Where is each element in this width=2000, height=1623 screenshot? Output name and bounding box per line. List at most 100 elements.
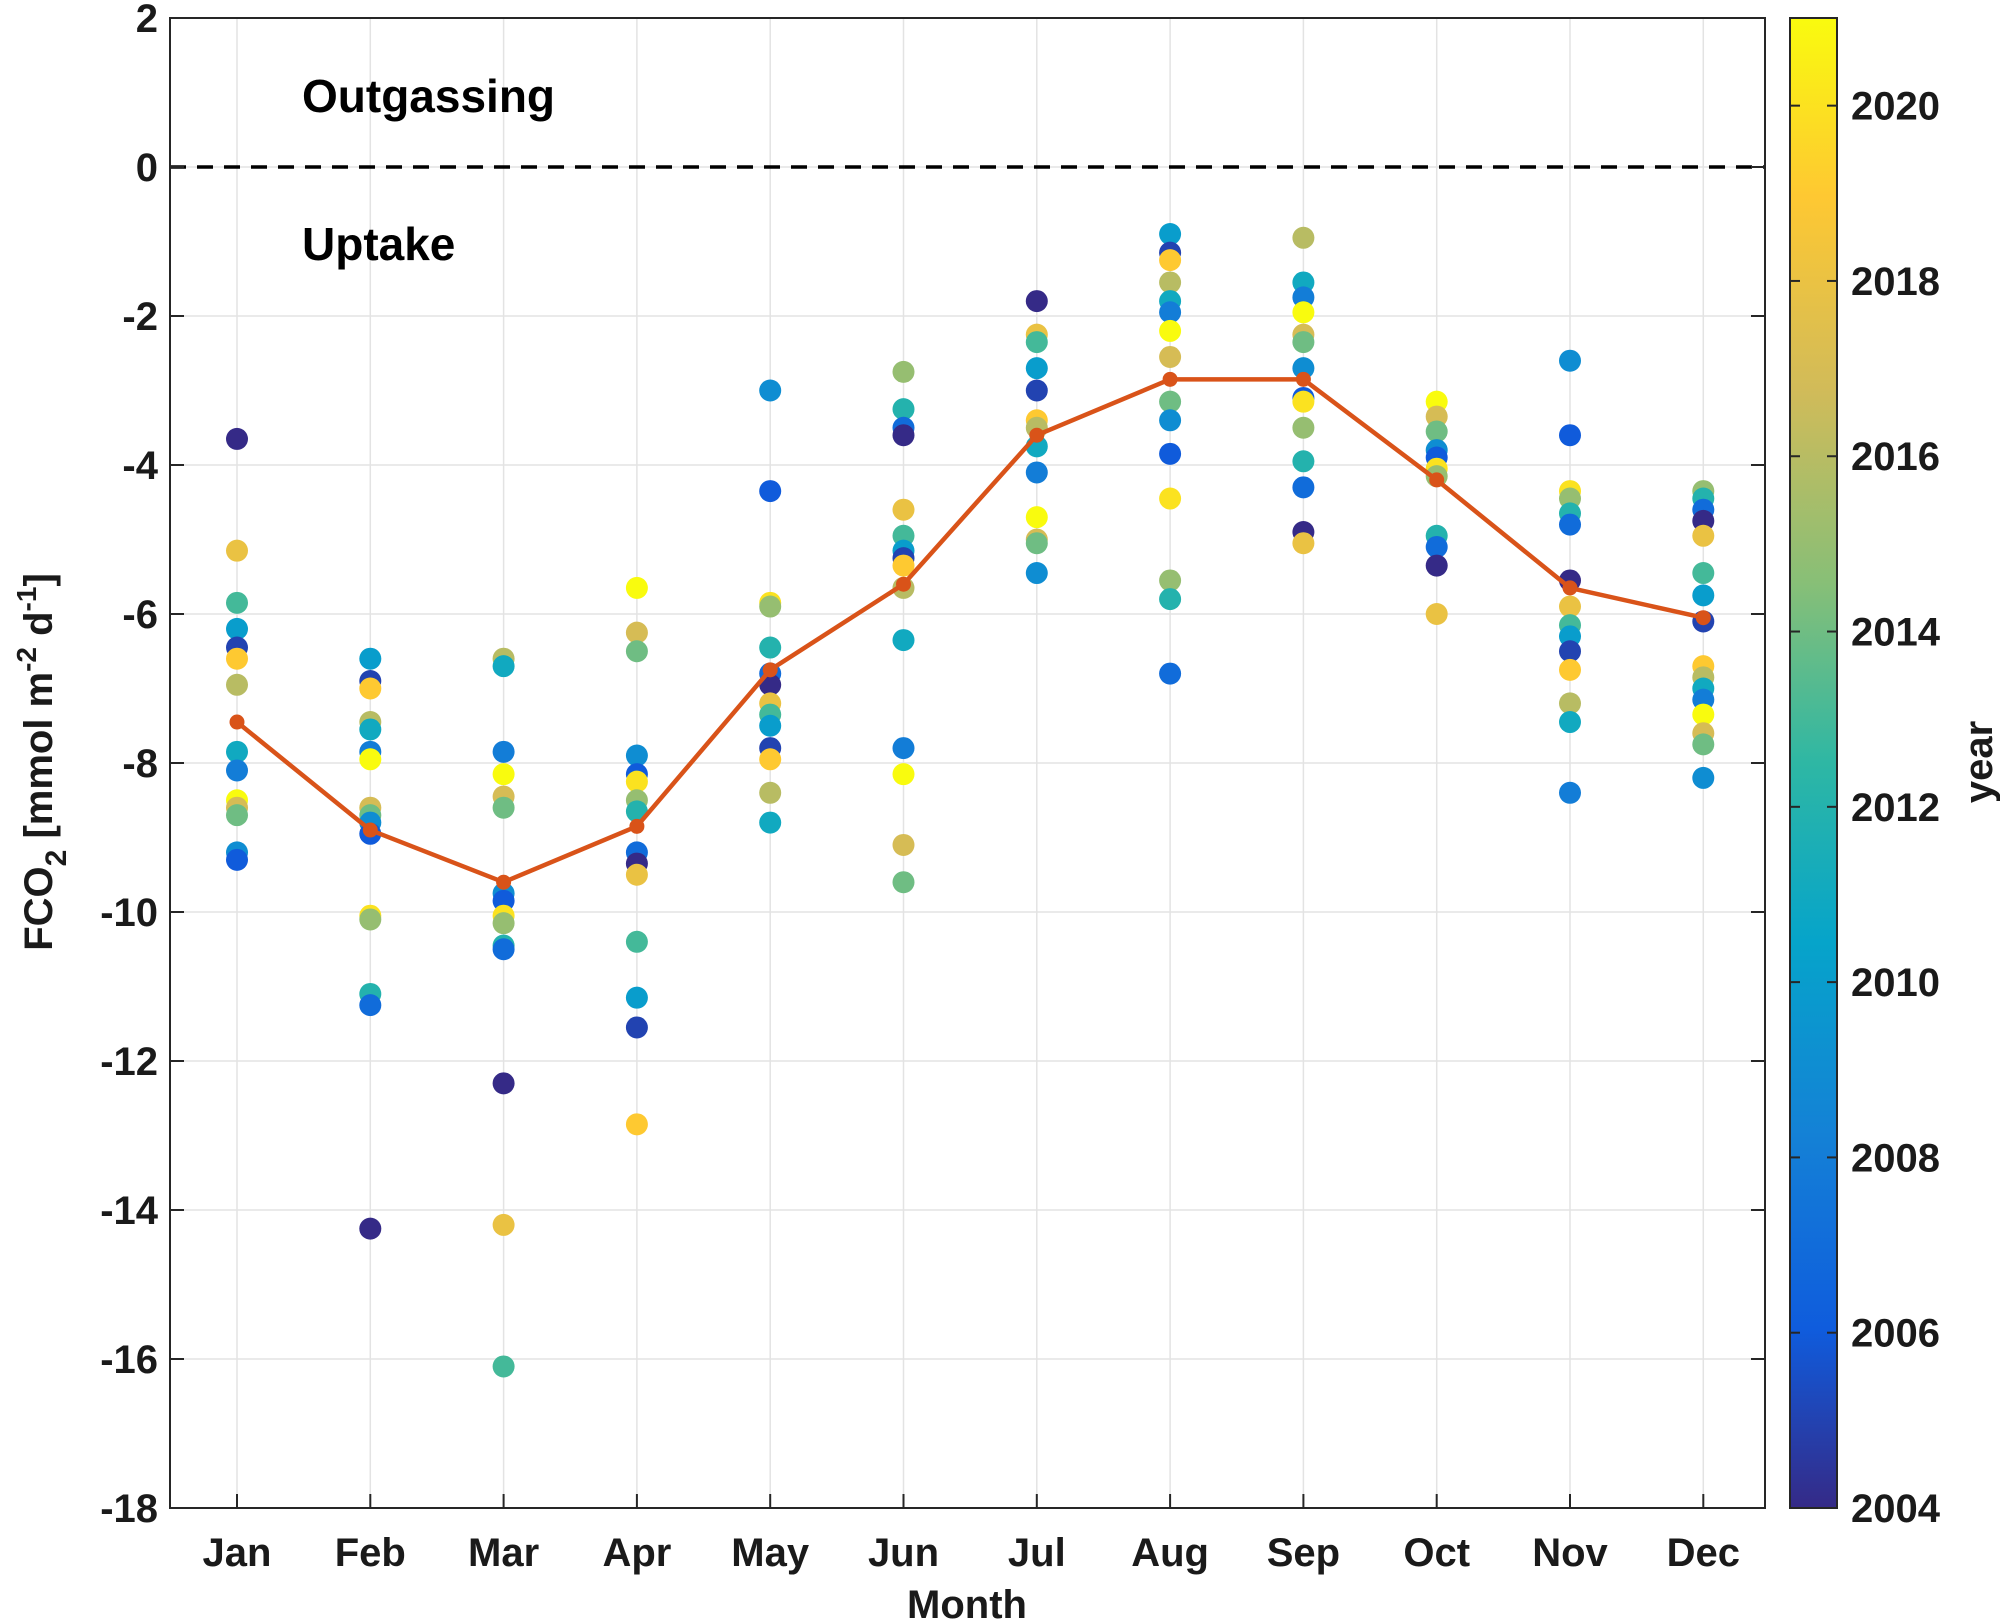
y-tick-label-9: -16 — [100, 1338, 158, 1382]
scatter-point-may-11 — [759, 748, 782, 771]
scatter-point-sep-3 — [1292, 301, 1315, 324]
scatter-point-jul-11 — [1025, 532, 1048, 555]
x-tick-label-mar: Mar — [468, 1531, 539, 1575]
mean-point-mar — [496, 874, 512, 890]
scatter-point-aug-13 — [1159, 588, 1182, 611]
colorbar — [1789, 17, 1838, 1509]
y-axis-ticks: 2 0 -2 -4 -6 -8 -10 -12 -14 -16 -18 — [100, 0, 1765, 1531]
scatter-point-apr-2 — [625, 640, 648, 663]
colorbar-tick-label-2018: 2018 — [1851, 260, 1940, 304]
scatter-point-dec-15 — [1692, 766, 1715, 789]
x-tick-label-aug: Aug — [1131, 1531, 1209, 1575]
scatter-point-sep-11 — [1292, 476, 1315, 499]
colorbar-label: year — [1957, 721, 2000, 803]
scatter-point-feb-15 — [359, 1217, 382, 1240]
scatter-point-aug-9 — [1159, 409, 1182, 432]
scatter-point-feb-12 — [359, 908, 382, 931]
scatter-point-jun-1 — [892, 398, 915, 421]
scatter-point-jun-11 — [892, 737, 915, 760]
scatter-point-jan-2 — [226, 591, 248, 614]
scatter-point-may-0 — [759, 379, 782, 402]
scatter-point-aug-12 — [1159, 569, 1182, 592]
y-tick-label-3: -4 — [122, 444, 158, 488]
y-tick-label-6: -10 — [100, 891, 158, 935]
scatter-point-dec-4 — [1692, 524, 1715, 547]
scatter-point-jun-10 — [892, 629, 915, 652]
scatter-point-mar-11 — [492, 938, 515, 961]
y-tick-label-4: -6 — [122, 593, 158, 637]
scatter-point-jan-0 — [226, 427, 248, 450]
scatter-point-jan-6 — [226, 673, 248, 696]
mean-point-jan — [229, 714, 245, 730]
scatter-point-apr-11 — [625, 930, 648, 953]
colorbar-ticks: 2004 2006 2008 2010 2012 2014 2016 2018 2020 — [1790, 85, 1941, 1531]
colorbar-tick-label-2008: 2008 — [1851, 1136, 1940, 1180]
scatter-point-apr-5 — [625, 770, 648, 793]
scatter-point-jan-7 — [226, 740, 248, 763]
scatter-point-jul-4 — [1025, 379, 1048, 402]
scatter-point-jun-4 — [892, 498, 915, 521]
scatter-point-jan-1 — [226, 539, 248, 562]
scatter-point-jan-5 — [226, 647, 248, 670]
scatter-point-oct-10 — [1425, 603, 1448, 625]
scatter-point-sep-8 — [1292, 390, 1315, 413]
scatter-point-mar-14 — [492, 1355, 515, 1378]
x-axis-ticks: Jan Feb Mar Apr May Jun Jul Aug Sep Oct Nov Dec — [203, 1494, 1740, 1575]
scatter-point-feb-0 — [359, 647, 382, 670]
scatter-points — [226, 223, 1715, 1378]
scatter-point-jan-11 — [226, 804, 248, 827]
mean-point-feb — [362, 822, 378, 838]
scatter-point-may-4 — [759, 636, 782, 659]
x-tick-label-jun: Jun — [868, 1531, 939, 1575]
scatter-point-mar-12 — [492, 1072, 515, 1095]
x-tick-label-jul: Jul — [1008, 1531, 1066, 1575]
scatter-point-aug-7 — [1159, 345, 1182, 368]
y-tick-label-2: -2 — [122, 295, 158, 339]
scatter-point-jun-0 — [892, 360, 915, 383]
scatter-point-oct-8 — [1425, 535, 1448, 558]
scatter-point-feb-2 — [359, 677, 382, 700]
x-tick-label-feb: Feb — [335, 1531, 406, 1575]
scatter-point-may-1 — [759, 480, 782, 503]
scatter-point-apr-14 — [625, 1113, 648, 1136]
colorbar-tick-label-2020: 2020 — [1851, 85, 1940, 129]
colorbar-tick-label-2014: 2014 — [1851, 611, 1941, 655]
scatter-point-sep-5 — [1292, 331, 1315, 354]
colorbar-tick-label-2016: 2016 — [1851, 435, 1940, 479]
scatter-point-jun-12 — [892, 763, 915, 786]
y-tick-label-10: -18 — [100, 1487, 158, 1531]
scatter-point-aug-10 — [1159, 442, 1182, 465]
mean-point-aug — [1162, 371, 1178, 387]
scatter-point-aug-14 — [1159, 662, 1182, 685]
y-tick-label-8: -14 — [100, 1189, 159, 1233]
scatter-point-feb-14 — [359, 994, 382, 1017]
y-axis-title: FCO2 [mmol m-2 d-1] — [11, 573, 73, 951]
scatter-point-apr-13 — [625, 1016, 648, 1039]
scatter-point-aug-3 — [1159, 271, 1182, 294]
scatter-point-apr-3 — [625, 744, 648, 767]
mean-point-nov — [1562, 580, 1578, 596]
scatter-point-aug-2 — [1159, 249, 1182, 272]
scatter-point-nov-1 — [1559, 424, 1581, 447]
mean-point-may — [762, 662, 778, 678]
scatter-point-apr-0 — [625, 576, 648, 599]
scatter-point-jul-9 — [1025, 506, 1048, 529]
scatter-point-nov-12 — [1559, 692, 1581, 715]
scatter-point-jun-8 — [892, 554, 915, 577]
scatter-point-jun-3 — [892, 424, 915, 447]
scatter-point-jul-12 — [1025, 562, 1048, 585]
scatter-point-sep-10 — [1292, 450, 1315, 473]
y-tick-label-7: -12 — [100, 1040, 158, 1084]
scatter-point-mar-1 — [492, 655, 515, 678]
scatter-point-sep-9 — [1292, 416, 1315, 439]
scatter-point-jan-3 — [226, 617, 248, 640]
scatter-point-may-12 — [759, 781, 782, 804]
scatter-point-nov-11 — [1559, 658, 1581, 681]
scatter-point-jul-8 — [1025, 461, 1048, 484]
scatter-point-jul-0 — [1025, 290, 1048, 313]
scatter-point-dec-5 — [1692, 562, 1715, 585]
scatter-point-jul-3 — [1025, 357, 1048, 380]
y-tick-label-0: 2 — [136, 0, 158, 41]
scatter-point-nov-5 — [1559, 513, 1581, 536]
